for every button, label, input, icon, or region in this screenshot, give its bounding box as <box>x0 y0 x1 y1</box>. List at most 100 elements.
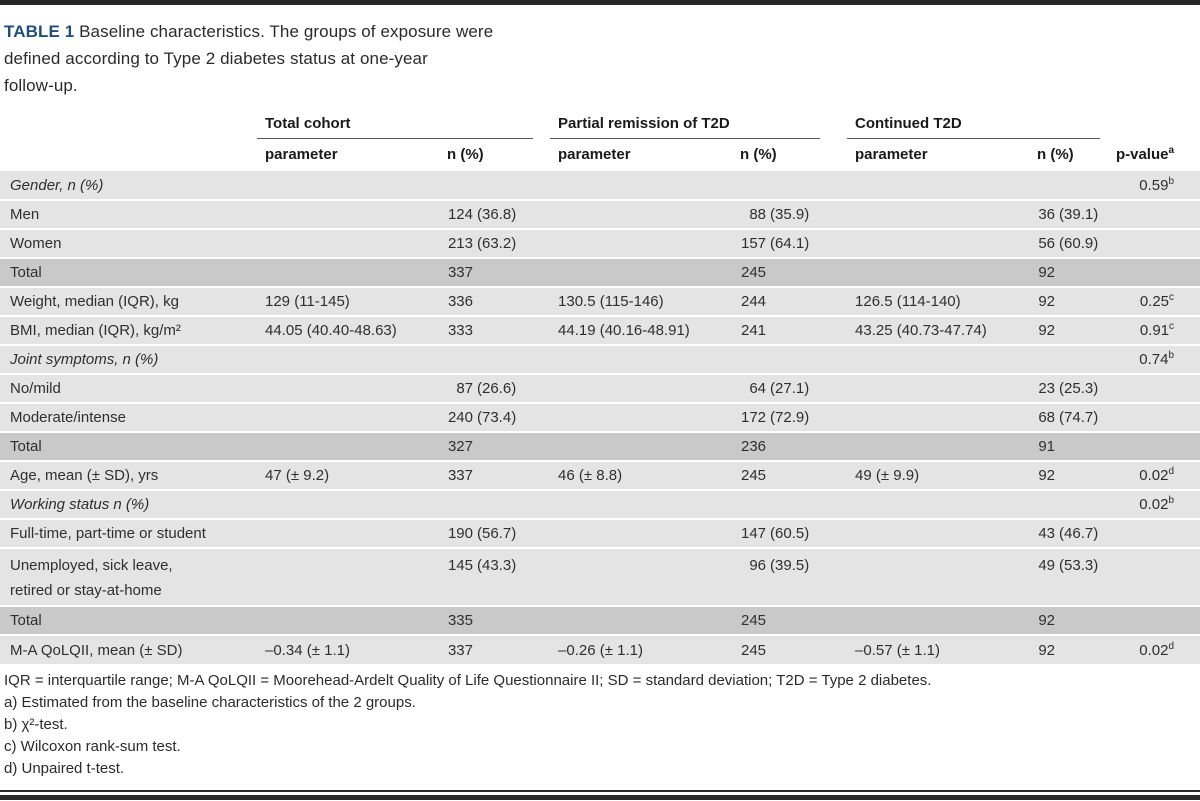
cell-pvalue <box>1102 373 1200 403</box>
n-count: 87 <box>456 380 473 397</box>
n-count: 92 <box>1038 264 1056 281</box>
cell-parameter <box>847 431 1030 461</box>
row-label: Full-time, part-time or student <box>0 518 257 548</box>
sub-header-pvalue: p-valuea <box>1102 139 1200 171</box>
cell-parameter <box>550 373 733 403</box>
cell-parameter: 126.5 (114-140) <box>847 286 1030 316</box>
table-row: Men 124 (36.8) 88 (35.9) 36 (39.1) <box>0 199 1200 229</box>
table-caption: TABLE 1 Baseline characteristics. The gr… <box>4 18 1200 99</box>
row-label: Total <box>0 605 257 635</box>
n-percent: (64.1) <box>770 235 810 252</box>
n-percent: (60.9) <box>1059 235 1099 252</box>
n-percent: (27.1) <box>770 380 810 397</box>
n-count: 92 <box>1038 641 1056 659</box>
table-header: Total cohort Partial remission of T2D Co… <box>0 109 1200 171</box>
n-count: 157 <box>740 235 767 252</box>
table-number-label: TABLE 1 <box>4 22 75 41</box>
cell-parameter <box>847 605 1030 635</box>
n-count: 236 <box>740 438 767 455</box>
cell-parameter <box>847 402 1030 432</box>
sub-header-n-3: n (%) <box>1029 139 1103 171</box>
cell-n: 327 <box>439 431 551 461</box>
cell-pvalue: 0.02b <box>1102 489 1200 519</box>
sub-header-row: parameter n (%) parameter n (%) paramete… <box>0 139 1200 171</box>
caption-text-1: Baseline characteristics. The groups of … <box>79 22 494 41</box>
cell-pvalue: 0.91c <box>1102 315 1200 345</box>
n-count: 327 <box>447 438 473 455</box>
cell-parameter <box>847 489 1030 519</box>
cell-n: 96 (39.5) <box>732 547 848 606</box>
group-header-spacer <box>0 109 257 139</box>
n-count: 124 <box>447 206 473 223</box>
table-row: Women 213 (63.2) 157 (64.1) 56 (60.9) <box>0 228 1200 258</box>
group-header-partial-remission: Partial remission of T2D <box>550 109 848 139</box>
cell-parameter <box>847 199 1030 229</box>
n-percent: (63.2) <box>477 235 517 252</box>
table-body: Gender, n (%) 0.59b Men 124 (36.8) 88 (35.9) 36… <box>0 171 1200 664</box>
n-count: 36 <box>1038 206 1056 223</box>
cell-parameter <box>847 373 1030 403</box>
n-percent: (25.3) <box>1059 380 1099 397</box>
n-count: 245 <box>740 467 767 484</box>
row-label: Unemployed, sick leave, retired or stay-a… <box>0 547 257 606</box>
pvalue-text: 0.59 <box>1139 176 1169 194</box>
cell-parameter <box>847 518 1030 548</box>
cell-parameter <box>550 199 733 229</box>
cell-pvalue <box>1102 605 1200 635</box>
cell-parameter <box>257 199 439 229</box>
n-count: 213 <box>447 235 473 252</box>
n-count: 92 <box>1038 293 1056 310</box>
cell-pvalue: 0.59b <box>1102 171 1200 200</box>
cell-parameter <box>257 228 439 258</box>
cell-n: 335 <box>439 605 551 635</box>
cell-n: 43 (46.7) <box>1029 518 1103 548</box>
cell-n <box>732 344 848 374</box>
row-label: Weight, median (IQR), kg <box>0 286 257 316</box>
cell-n: 124 (36.8) <box>439 199 551 229</box>
cell-pvalue <box>1102 547 1200 606</box>
n-percent: (73.4) <box>477 409 517 426</box>
sub-header-n-1: n (%) <box>439 139 551 171</box>
cell-n: 337 <box>439 460 551 490</box>
cell-parameter <box>847 547 1030 606</box>
cell-n: 87 (26.6) <box>439 373 551 403</box>
pvalue-footnote-marker: d <box>1168 466 1175 477</box>
cell-pvalue <box>1102 228 1200 258</box>
cell-pvalue <box>1102 257 1200 287</box>
cell-parameter: –0.57 (± 1.1) <box>847 634 1030 664</box>
cell-parameter: –0.26 (± 1.1) <box>550 634 733 664</box>
cell-parameter <box>550 344 733 374</box>
n-count: 337 <box>447 641 473 659</box>
baseline-characteristics-table: Total cohort Partial remission of T2D Co… <box>0 109 1200 664</box>
cell-pvalue: 0.02d <box>1102 460 1200 490</box>
cell-parameter: 44.05 (40.40-48.63) <box>257 315 439 345</box>
cell-n: 157 (64.1) <box>732 228 848 258</box>
cell-n: 68 (74.7) <box>1029 402 1103 432</box>
cell-parameter: –0.34 (± 1.1) <box>257 634 439 664</box>
n-count: 91 <box>1038 438 1056 455</box>
cell-n: 245 <box>732 460 848 490</box>
footnote-line: c) Wilcoxon rank-sum test. <box>4 738 181 755</box>
pvalue-footnote-marker: b <box>1168 350 1175 361</box>
pvalue-footnote-marker: d <box>1168 640 1175 652</box>
n-count: 336 <box>447 293 473 310</box>
cell-n: 145 (43.3) <box>439 547 551 606</box>
cell-n: 236 <box>732 431 848 461</box>
cell-n: 333 <box>439 315 551 345</box>
row-label-line-2: retired or stay-at-home <box>10 582 162 599</box>
cell-parameter <box>847 228 1030 258</box>
top-rule <box>0 0 1200 5</box>
pvalue-footnote-marker: b <box>1168 175 1175 187</box>
cell-n <box>1029 344 1103 374</box>
n-count: 56 <box>1038 235 1056 252</box>
pvalue-text: 0.02 <box>1139 467 1169 484</box>
n-count: 245 <box>740 612 767 629</box>
sub-header-spacer <box>0 139 257 171</box>
cell-n <box>1029 489 1103 519</box>
row-label: BMI, median (IQR), kg/m² <box>0 315 257 345</box>
n-percent: (72.9) <box>770 409 810 426</box>
n-percent: (39.1) <box>1059 206 1099 223</box>
pvalue-footnote-marker: c <box>1169 292 1175 303</box>
cell-n <box>439 171 551 200</box>
cell-n <box>439 489 551 519</box>
